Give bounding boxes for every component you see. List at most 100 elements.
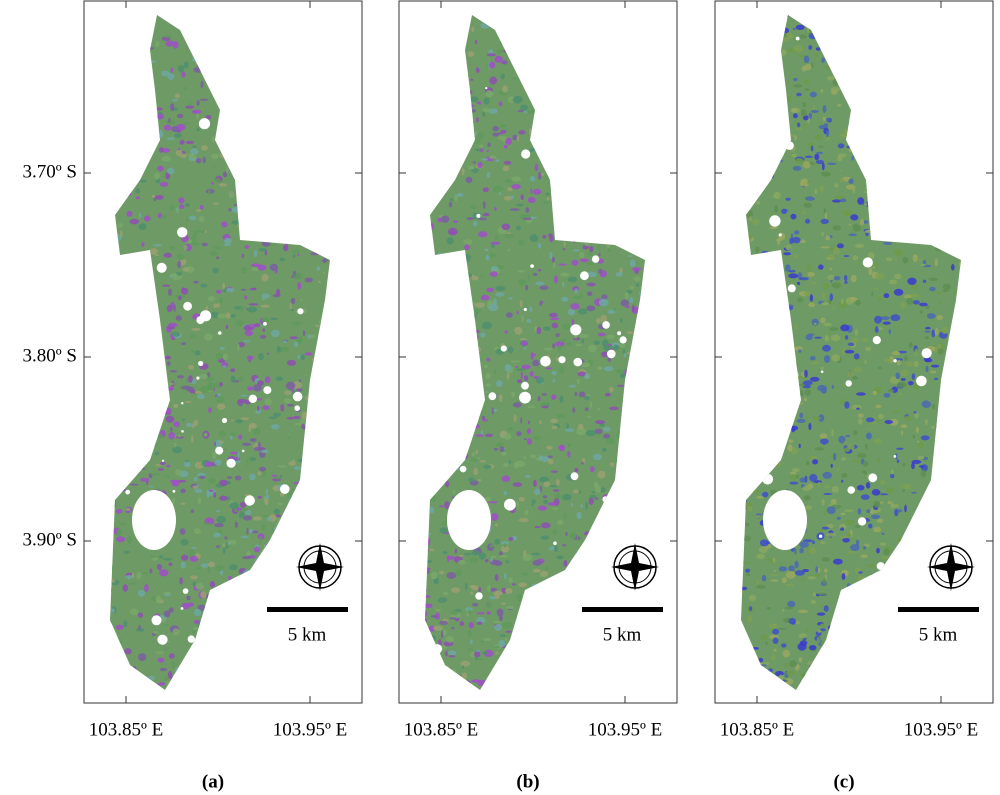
land-patch xyxy=(183,461,191,468)
land-patch xyxy=(820,317,826,324)
land-patch xyxy=(543,499,549,505)
land-patch xyxy=(459,114,466,119)
land-patch xyxy=(164,386,175,391)
land-patch xyxy=(506,232,511,235)
land-patch xyxy=(931,470,939,475)
land-patch xyxy=(425,534,427,542)
land-patch xyxy=(558,71,567,76)
land-patch xyxy=(613,682,618,690)
land-patch xyxy=(207,566,211,574)
land-patch xyxy=(863,546,867,550)
land-patch xyxy=(226,81,235,86)
land-patch xyxy=(328,93,330,100)
land-patch xyxy=(909,225,915,228)
land-patch xyxy=(761,459,769,467)
land-patch xyxy=(777,238,780,246)
land-patch xyxy=(126,476,133,481)
land-patch xyxy=(794,230,800,235)
land-patch xyxy=(741,97,744,106)
land-patch xyxy=(325,145,330,151)
land-patch xyxy=(448,289,452,294)
land-patch xyxy=(626,599,630,608)
land-patch xyxy=(775,23,786,30)
land-patch xyxy=(280,404,285,412)
land-patch xyxy=(588,132,592,139)
land-patch xyxy=(185,377,189,384)
land-patch xyxy=(302,425,312,431)
land-patch xyxy=(850,643,857,646)
land-patch xyxy=(238,434,243,440)
land-patch xyxy=(473,378,482,386)
land-patch xyxy=(508,536,514,541)
land-patch xyxy=(241,506,248,512)
land-patch xyxy=(191,547,197,549)
land-patch xyxy=(877,52,884,60)
land-patch xyxy=(759,350,766,358)
land-patch xyxy=(470,591,473,596)
land-patch xyxy=(289,302,292,310)
land-patch xyxy=(564,660,574,663)
land-patch xyxy=(779,562,782,567)
land-patch xyxy=(954,124,961,128)
land-patch xyxy=(831,89,838,95)
land-patch xyxy=(124,87,127,93)
land-patch xyxy=(737,696,745,700)
land-patch xyxy=(747,25,750,29)
land-patch xyxy=(959,638,961,644)
land-patch xyxy=(120,345,125,353)
land-patch xyxy=(786,670,796,676)
gap xyxy=(885,613,889,617)
land-patch xyxy=(140,287,145,292)
land-patch xyxy=(749,215,752,222)
land-patch xyxy=(301,194,309,199)
land-patch xyxy=(478,15,482,16)
land-patch xyxy=(917,440,920,443)
land-patch xyxy=(196,484,199,487)
land-patch xyxy=(520,572,529,576)
land-patch xyxy=(913,360,919,367)
land-patch xyxy=(809,91,817,98)
land-patch xyxy=(148,47,154,50)
land-patch xyxy=(749,301,754,304)
land-patch xyxy=(414,116,424,120)
land-patch xyxy=(823,208,826,214)
land-patch xyxy=(897,15,903,20)
land-patch xyxy=(931,503,938,506)
land-patch xyxy=(584,94,590,99)
land-patch xyxy=(904,415,913,422)
land-patch xyxy=(194,688,198,690)
land-patch xyxy=(623,612,630,617)
land-patch xyxy=(848,148,855,153)
land-patch xyxy=(814,336,822,339)
land-patch xyxy=(231,161,239,166)
land-patch xyxy=(242,442,251,446)
land-patch xyxy=(741,245,745,249)
land-patch xyxy=(280,656,286,661)
land-patch xyxy=(248,571,252,580)
land-patch xyxy=(574,467,579,473)
land-patch xyxy=(631,267,642,271)
land-patch xyxy=(829,688,835,690)
land-patch xyxy=(549,235,554,243)
land-patch xyxy=(265,666,272,672)
land-patch xyxy=(101,673,109,679)
land-patch xyxy=(428,469,433,478)
land-patch xyxy=(791,108,798,113)
land-patch xyxy=(131,114,135,120)
panel-label: (c) xyxy=(833,771,854,792)
land-patch xyxy=(587,271,597,277)
land-patch xyxy=(587,663,592,671)
gap xyxy=(488,392,497,401)
land-patch xyxy=(866,581,872,584)
land-patch xyxy=(741,407,743,416)
land-patch xyxy=(559,444,565,452)
land-patch xyxy=(150,396,154,403)
land-patch xyxy=(609,19,614,25)
land-patch xyxy=(741,139,744,143)
land-patch xyxy=(848,178,854,184)
land-patch xyxy=(537,505,548,511)
land-patch xyxy=(890,647,899,653)
land-patch xyxy=(207,295,216,302)
land-patch xyxy=(249,198,258,205)
land-patch xyxy=(273,526,279,534)
